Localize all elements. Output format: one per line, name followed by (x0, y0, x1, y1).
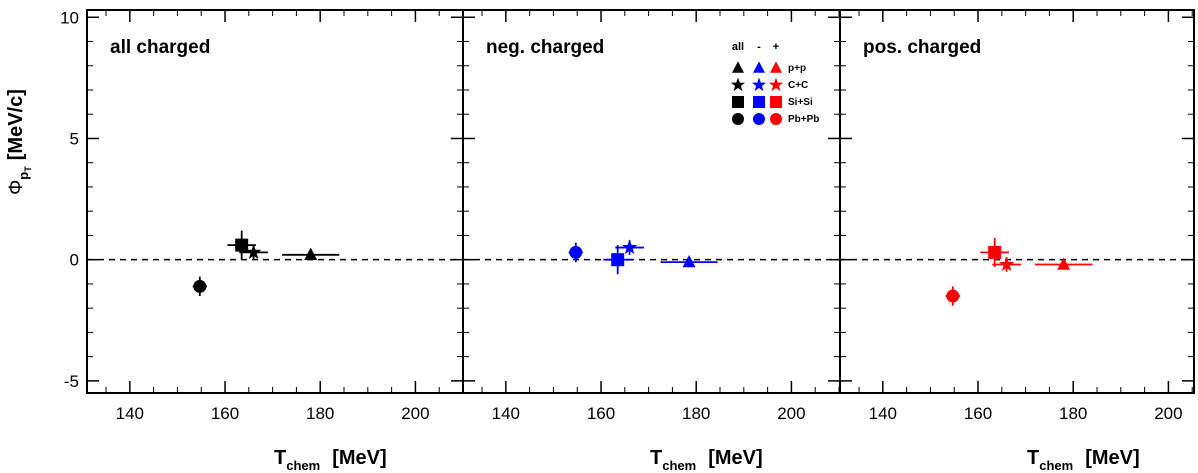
panel-1: 140 160 180 200 -5 0 5 10 all charged Tchem [MeV] (60, 8, 464, 473)
y-axis-label-subsub: T (23, 166, 33, 172)
data-point-circle (568, 242, 583, 263)
data-point-circle (945, 286, 960, 306)
legend-marker-circle (732, 113, 744, 125)
data-point-circle (192, 276, 207, 297)
legend-marker-circle (770, 113, 782, 125)
x-tick-label: 180 (306, 404, 334, 423)
panel-title: all charged (110, 37, 210, 58)
panel-frame (462, 9, 841, 394)
legend-label: C+C (788, 80, 808, 91)
marker-star (998, 256, 1015, 272)
svg-text:ΦpT[MeV/c]: ΦpT [MeV/c] (5, 89, 33, 195)
x-axis-label-symbol: T (650, 447, 662, 469)
legend-marker-square (770, 96, 782, 108)
x-axis-label-unit: [MeV] (332, 447, 386, 469)
x-axis-label: Tchem [MeV] (1027, 447, 1140, 473)
data-point-triangle (1035, 257, 1093, 270)
x-axis-label: Tchem [MeV] (274, 447, 387, 473)
x-tick-label: 200 (777, 404, 805, 423)
panel-title: pos. charged (863, 37, 981, 58)
data-point-square (227, 230, 256, 260)
legend-marker-triangle (753, 61, 765, 73)
x-axis-label-sub: chem (286, 458, 320, 473)
y-tick-label: -5 (64, 372, 79, 391)
legend-label: p+p (788, 63, 806, 74)
x-tick-label: 140 (116, 404, 144, 423)
legend-marker-square (753, 96, 765, 108)
y-axis-label: ΦpT [MeV/c] (5, 89, 33, 195)
panel-frame (86, 9, 464, 394)
panel-frame (839, 9, 1195, 394)
legend-label: Pb+Pb (788, 114, 819, 125)
x-tick-label: 140 (492, 404, 520, 423)
panel-3: 140 160 180 200 pos. charged Tchem [MeV] (839, 9, 1195, 473)
y-axis-label-symbol: Φ (6, 180, 27, 195)
y-tick-label: 0 (70, 251, 79, 270)
y-axis-label-sub: p (16, 172, 31, 180)
marker-square (988, 245, 1002, 259)
x-tick-label: 140 (869, 404, 897, 423)
x-tick-label: 160 (211, 404, 239, 423)
marker-triangle (1057, 257, 1071, 270)
legend-marker-star (730, 77, 746, 92)
marker-square (611, 253, 625, 267)
x-tick-label: 160 (587, 404, 615, 423)
marker-circle (569, 245, 583, 259)
x-axis-label: Tchem [MeV] (650, 447, 763, 473)
data-point-star (239, 244, 268, 260)
x-axis-label-symbol: T (1027, 447, 1039, 469)
data-point-square (980, 237, 1009, 267)
marker-circle (946, 289, 960, 303)
x-tick-label: 180 (682, 404, 710, 423)
data-point-square (603, 245, 632, 275)
data-point-star (992, 256, 1021, 272)
legend-label: Si+Si (788, 97, 813, 108)
legend-marker-star (751, 77, 767, 92)
marker-star (621, 239, 638, 255)
panel-title: neg. charged (486, 37, 604, 58)
x-tick-label: 160 (964, 404, 992, 423)
legend-marker-triangle (770, 61, 782, 73)
x-tick-label: 200 (401, 404, 429, 423)
panel-2: 140 160 180 200 neg. charged Tchem [MeV] (462, 9, 841, 473)
marker-square (235, 238, 249, 252)
marker-triangle (682, 254, 696, 268)
x-tick-label: 180 (1059, 404, 1087, 423)
data-point-triangle (660, 254, 718, 268)
legend-marker-square (732, 96, 744, 108)
legend-marker-star (768, 77, 784, 92)
x-axis-label-sub: chem (1039, 458, 1073, 473)
x-axis-label-unit: [MeV] (1085, 447, 1139, 469)
y-tick-label: 5 (70, 129, 79, 148)
marker-star (245, 244, 262, 259)
marker-triangle (304, 247, 318, 261)
data-point-star (615, 239, 644, 255)
legend-marker-triangle (732, 61, 744, 73)
legend-column-header: - (757, 41, 761, 53)
x-tick-label: 200 (1154, 404, 1182, 423)
marker-circle (193, 279, 207, 293)
legend-column-header: all (732, 41, 744, 53)
y-tick-label: 10 (60, 8, 79, 27)
x-axis-label-sub: chem (662, 458, 696, 473)
x-axis-label-unit: [MeV] (708, 447, 762, 469)
y-axis-label-unit: [MeV/c] (5, 89, 27, 160)
legend-marker-circle (753, 113, 765, 125)
legend-column-header: + (773, 41, 779, 53)
data-point-triangle (282, 247, 340, 261)
x-axis-label-symbol: T (274, 447, 286, 469)
